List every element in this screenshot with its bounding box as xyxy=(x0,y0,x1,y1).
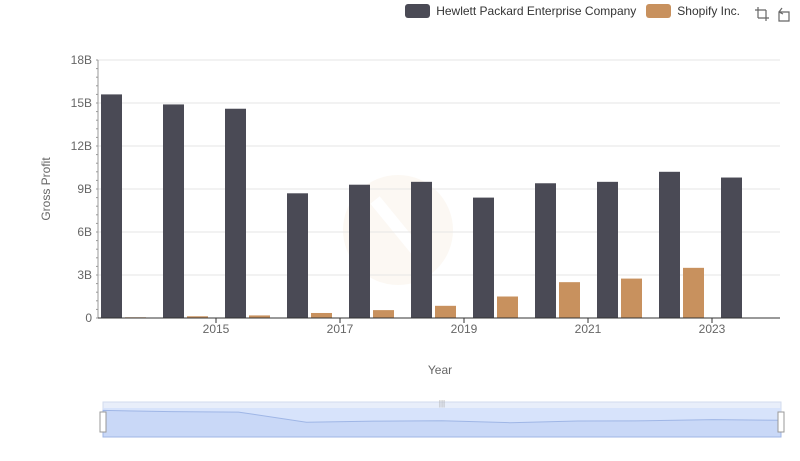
legend-label-shopify: Shopify Inc. xyxy=(677,4,740,18)
bar-hpe-2018[interactable] xyxy=(349,184,370,318)
bar-shopify-2021[interactable] xyxy=(559,282,580,318)
bar-shopify-2023[interactable] xyxy=(683,267,704,318)
legend-item-shopify[interactable]: Shopify Inc. xyxy=(646,4,740,18)
legend-item-hpe[interactable]: Hewlett Packard Enterprise Company xyxy=(405,4,636,18)
bar-hpe-2016[interactable] xyxy=(225,108,246,318)
bar-shopify-2016[interactable] xyxy=(249,315,270,318)
x-tick-label: 2015 xyxy=(203,322,230,336)
legend: Hewlett Packard Enterprise Company Shopi… xyxy=(395,4,740,18)
x-tick-label: 2023 xyxy=(699,322,726,336)
y-axis-title: Gross Profit xyxy=(39,157,53,221)
y-tick-label: 18B xyxy=(71,53,92,67)
legend-swatch-hpe xyxy=(405,4,431,18)
bar-shopify-2015[interactable] xyxy=(187,316,208,318)
bar-shopify-2018[interactable] xyxy=(373,310,394,318)
y-tick-label: 3B xyxy=(77,268,92,282)
slider-preview-line xyxy=(102,409,782,438)
data-zoom-slider[interactable]: ||| xyxy=(99,399,785,438)
bar-hpe-2017[interactable] xyxy=(287,193,308,318)
bar-shopify-2022[interactable] xyxy=(621,278,642,318)
bar-hpe-2019[interactable] xyxy=(411,181,432,318)
y-tick-label: 0 xyxy=(85,311,92,325)
y-tick-label: 15B xyxy=(71,96,92,110)
bar-hpe-2023[interactable] xyxy=(659,171,680,318)
slider-grip-icon[interactable]: ||| xyxy=(439,399,445,408)
zoom-icon[interactable] xyxy=(754,6,770,22)
bar-hpe-2022[interactable] xyxy=(597,181,618,318)
x-tick-label: 2019 xyxy=(451,322,478,336)
bar-shopify-2019[interactable] xyxy=(435,305,456,318)
x-axis: 2015 2017 2019 2021 2023 xyxy=(98,317,780,336)
bars-group xyxy=(101,94,742,319)
bar-hpe-2020[interactable] xyxy=(473,197,494,318)
restore-icon[interactable] xyxy=(776,6,792,22)
bar-hpe-2024[interactable] xyxy=(721,177,742,318)
x-tick-label: 2017 xyxy=(327,322,354,336)
chart-toolbar xyxy=(748,6,792,22)
legend-swatch-shopify xyxy=(646,4,672,18)
slider-handle-left[interactable] xyxy=(99,411,107,433)
bar-shopify-2017[interactable] xyxy=(311,312,332,318)
x-axis-title: Year xyxy=(428,363,452,377)
y-tick-label: 12B xyxy=(71,139,92,153)
bar-hpe-2014[interactable] xyxy=(101,94,122,319)
bar-shopify-2020[interactable] xyxy=(497,296,518,319)
y-tick-label: 9B xyxy=(77,182,92,196)
x-tick-label: 2021 xyxy=(575,322,602,336)
y-axis: 0 3B 6B 9B 12B 15B 18B xyxy=(71,53,99,325)
bar-hpe-2015[interactable] xyxy=(163,104,184,318)
legend-label-hpe: Hewlett Packard Enterprise Company xyxy=(436,4,637,18)
bar-hpe-2021[interactable] xyxy=(535,183,556,318)
y-tick-label: 6B xyxy=(77,225,92,239)
slider-handle-right[interactable] xyxy=(777,411,785,433)
